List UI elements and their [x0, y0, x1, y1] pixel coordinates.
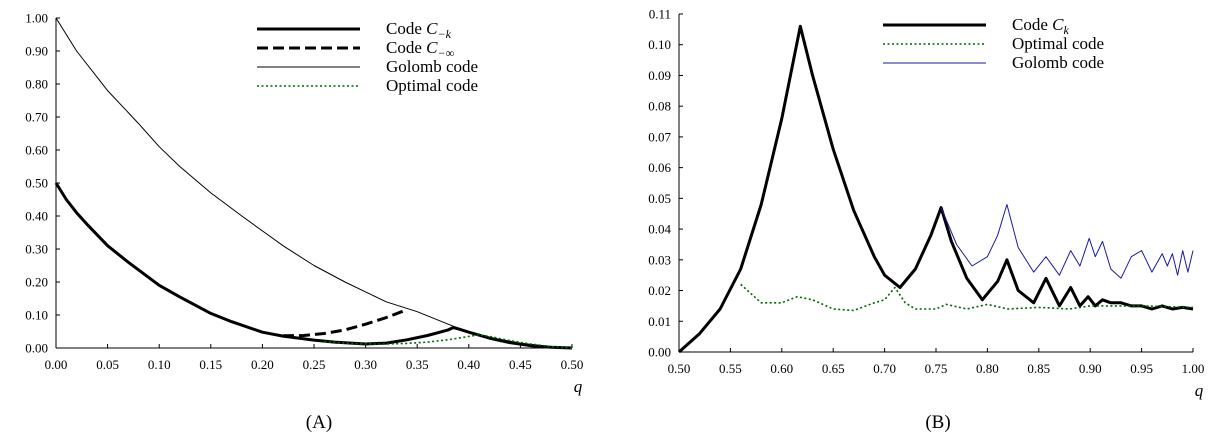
legend-label-subscript: k [1063, 23, 1069, 37]
x-tick-label: 0.20 [251, 357, 274, 372]
y-tick-label: 0.00 [648, 345, 671, 360]
y-tick-label: 0.08 [648, 99, 671, 114]
y-tick-label: 0.09 [648, 68, 671, 83]
x-tick-label: 0.95 [1130, 361, 1153, 376]
y-tick-label: 0.70 [25, 110, 48, 125]
y-tick-label: 0.01 [648, 314, 671, 329]
x-tick-label: 0.25 [303, 357, 326, 372]
x-tick-label: 0.30 [354, 357, 377, 372]
x-tick-label: 0.80 [976, 361, 999, 376]
y-tick-label: 0.90 [25, 44, 48, 59]
x-tick-label: 0.10 [148, 357, 171, 372]
chart-panel-b: 0.00 0.01 0.02 0.03 0.04 0.05 0.06 0.07 0.08 0.09… [648, 7, 1204, 434]
x-tick-label: 0.90 [1079, 361, 1102, 376]
x-tick-label: 0.00 [45, 357, 68, 372]
series-line-dotted [324, 333, 573, 349]
y-tick-label: 0.20 [25, 275, 48, 290]
series-line-dotted [740, 283, 1194, 312]
legend-label: Code C−k [386, 19, 452, 41]
y-tick-label: 0.30 [25, 242, 48, 257]
panel-label: (A) [306, 412, 332, 433]
legend-label-text: Golomb code [1012, 53, 1104, 72]
legend-label: Optimal code [386, 76, 478, 95]
x-tick-label: 0.85 [1027, 361, 1050, 376]
series-line-thin [940, 204, 1194, 279]
x-tick-label: 0.05 [96, 357, 119, 372]
legend-label: Golomb code [386, 57, 478, 76]
x-tick-label: 0.50 [561, 357, 584, 372]
legend-label-text: Optimal code [1012, 34, 1104, 53]
legend-label-symbol: C [426, 19, 438, 38]
x-tick-label: 0.55 [719, 361, 742, 376]
y-tick-label: 0.40 [25, 209, 48, 224]
legend-label: Golomb code [1012, 53, 1104, 72]
x-tick-label: 0.70 [873, 361, 896, 376]
y-tick-label: 0.03 [648, 252, 671, 267]
y-tick-label: 0.00 [25, 341, 48, 356]
y-tick-label: 1.00 [25, 11, 48, 26]
y-tick-label: 0.06 [648, 160, 671, 175]
legend-label-text: Code [1012, 15, 1052, 34]
x-tick-label: 0.15 [199, 357, 222, 372]
legend-label-symbol: C [1052, 15, 1064, 34]
y-tick-label: 0.02 [648, 283, 671, 298]
legend-label: Code Ck [1012, 15, 1069, 37]
x-tick-label: 0.40 [457, 357, 480, 372]
legend-label-symbol: C [426, 38, 438, 57]
x-tick-label: 0.60 [770, 361, 793, 376]
legend-label-text: Code [386, 38, 426, 57]
legend-label-text: Golomb code [386, 57, 478, 76]
legend-label-subscript: −k [437, 27, 451, 41]
x-tick-label: 0.65 [822, 361, 845, 376]
x-axis-label: q [574, 377, 583, 396]
x-tick-label: 0.35 [406, 357, 429, 372]
y-tick-label: 0.50 [25, 176, 48, 191]
legend-label: Optimal code [1012, 34, 1104, 53]
y-tick-label: 0.05 [648, 191, 671, 206]
y-tick-label: 0.07 [648, 129, 671, 144]
panel-label: (B) [925, 412, 950, 433]
y-tick-label: 0.60 [25, 143, 48, 158]
legend-label-subscript: −∞ [437, 46, 454, 60]
chart-panel-a: 0.00 0.10 0.20 0.30 0.40 0.50 0.60 0.70 0.80 0.90… [25, 11, 583, 434]
y-tick-label: 0.80 [25, 77, 48, 92]
legend-label: Code C−∞ [386, 38, 455, 60]
legend-label-text: Optimal code [386, 76, 478, 95]
x-tick-label: 0.75 [925, 361, 948, 376]
x-tick-label: 1.00 [1182, 361, 1205, 376]
y-tick-label: 0.04 [648, 222, 671, 237]
y-tick-label: 0.11 [649, 7, 671, 22]
series-line-dashed [282, 308, 408, 338]
y-tick-label: 0.10 [25, 308, 48, 323]
series-line-thick [678, 24, 1194, 354]
x-axis-label: q [1195, 381, 1204, 400]
legend-label-text: Code [386, 19, 426, 38]
x-tick-label: 0.45 [509, 357, 532, 372]
y-tick-label: 0.10 [648, 37, 671, 52]
x-tick-label: 0.50 [668, 361, 691, 376]
